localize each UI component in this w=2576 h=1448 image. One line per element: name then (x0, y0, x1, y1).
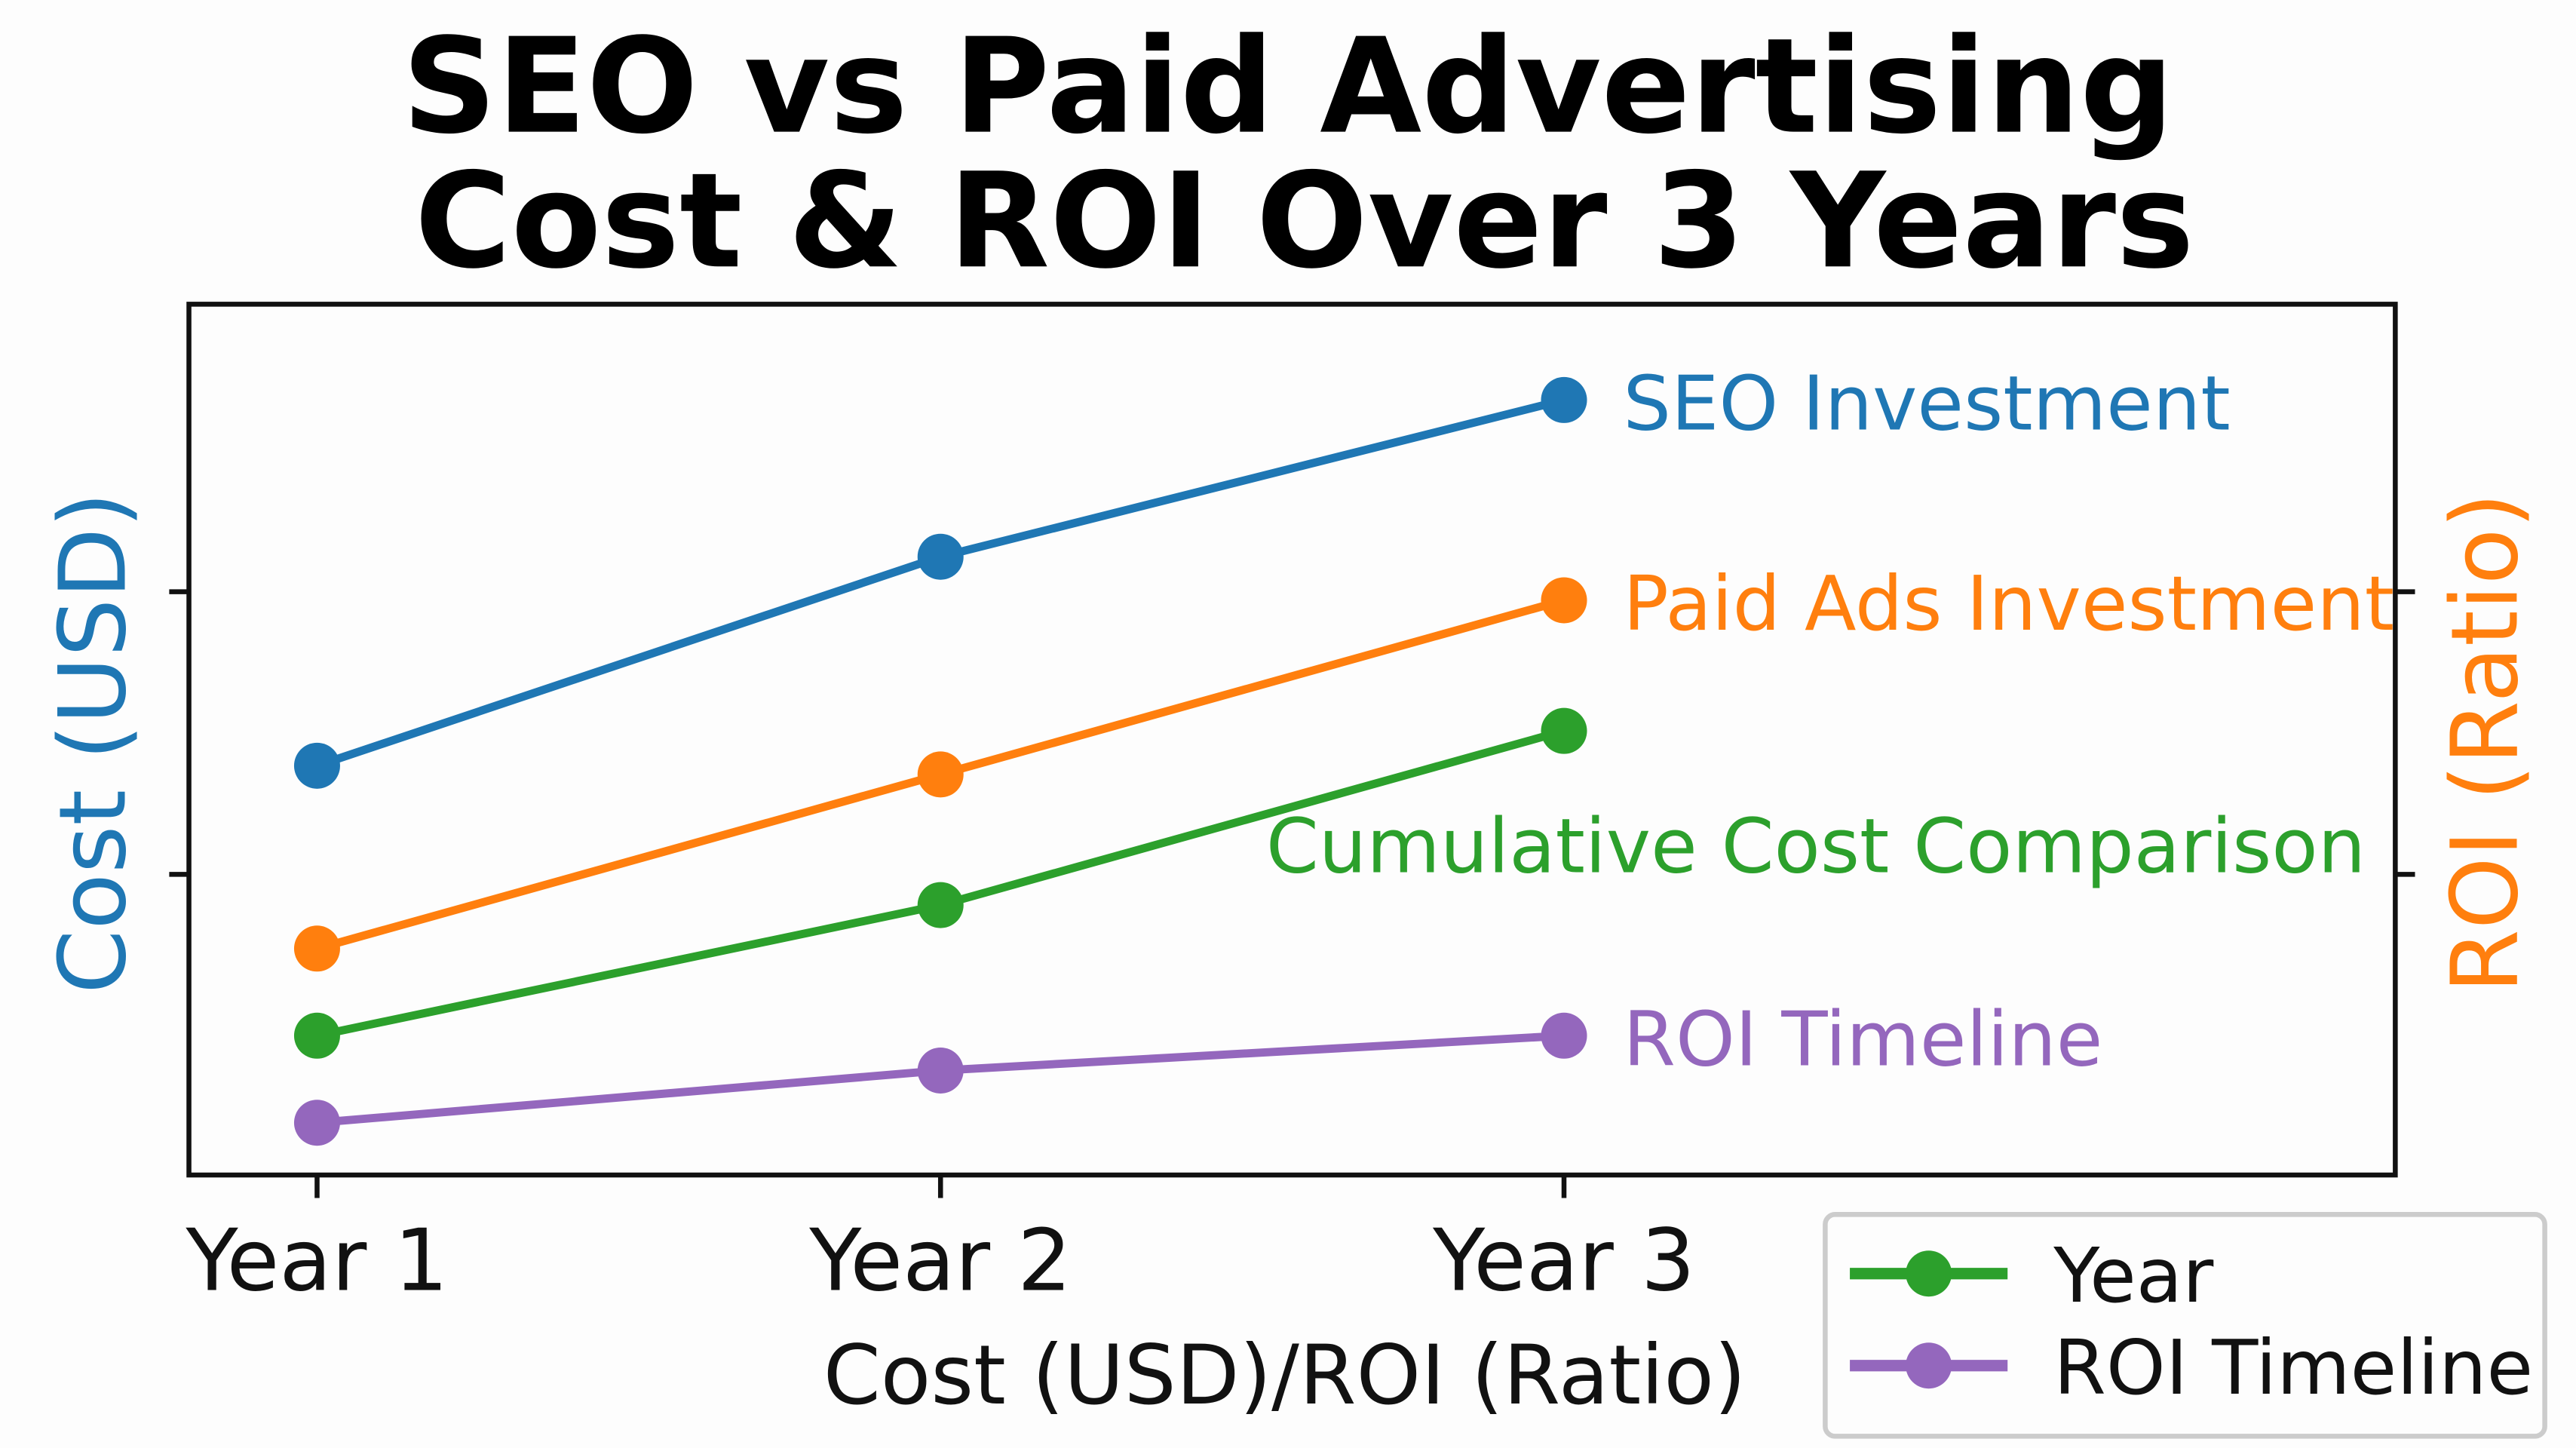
series-label-cumulative-cost-comparison: Cumulative Cost Comparison (1266, 802, 2366, 891)
data-point-paid-ads-investment (917, 751, 964, 798)
x-tick-label: Year 1 (186, 1211, 449, 1311)
legend-marker-roi (1906, 1342, 1952, 1389)
data-point-roi-timeline (293, 1100, 340, 1146)
data-point-roi-timeline (1541, 1012, 1587, 1059)
data-point-paid-ads-investment (1541, 577, 1587, 624)
x-tick-label: Year 2 (808, 1211, 1072, 1311)
data-point-seo-investment (1541, 376, 1587, 423)
data-point-seo-investment (917, 533, 964, 580)
legend-label-year: Year (2053, 1232, 2214, 1320)
x-tick-label: Year 3 (1432, 1211, 1695, 1311)
legend-label-roi: ROI Timeline (2053, 1324, 2533, 1412)
data-point-cumulative-cost-comparison (1541, 707, 1587, 754)
y-axis-label-left: Cost (USD) (40, 492, 147, 994)
data-point-paid-ads-investment (293, 925, 340, 972)
data-point-roi-timeline (917, 1047, 964, 1094)
series-label-seo-investment: SEO Investment (1623, 360, 2230, 448)
chart-title-line-1: SEO vs Paid Advertising (402, 11, 2174, 164)
plot-area (186, 302, 2398, 1178)
data-point-cumulative-cost-comparison (917, 882, 964, 928)
legend-marker-year (1906, 1250, 1952, 1297)
data-point-cumulative-cost-comparison (293, 1012, 340, 1059)
series-label-paid-ads-investment: Paid Ads Investment (1623, 560, 2394, 648)
data-point-seo-investment (293, 742, 340, 789)
legend: Year ROI Timeline (1823, 1212, 2547, 1439)
series-label-roi-timeline: ROI Timeline (1623, 995, 2102, 1083)
x-axis-label: Cost (USD)/ROI (Ratio) (823, 1327, 1746, 1423)
y-axis-label-right: ROI (Ratio) (2432, 492, 2539, 993)
chart-title-line-2: Cost & ROI Over 3 Years (415, 145, 2194, 298)
